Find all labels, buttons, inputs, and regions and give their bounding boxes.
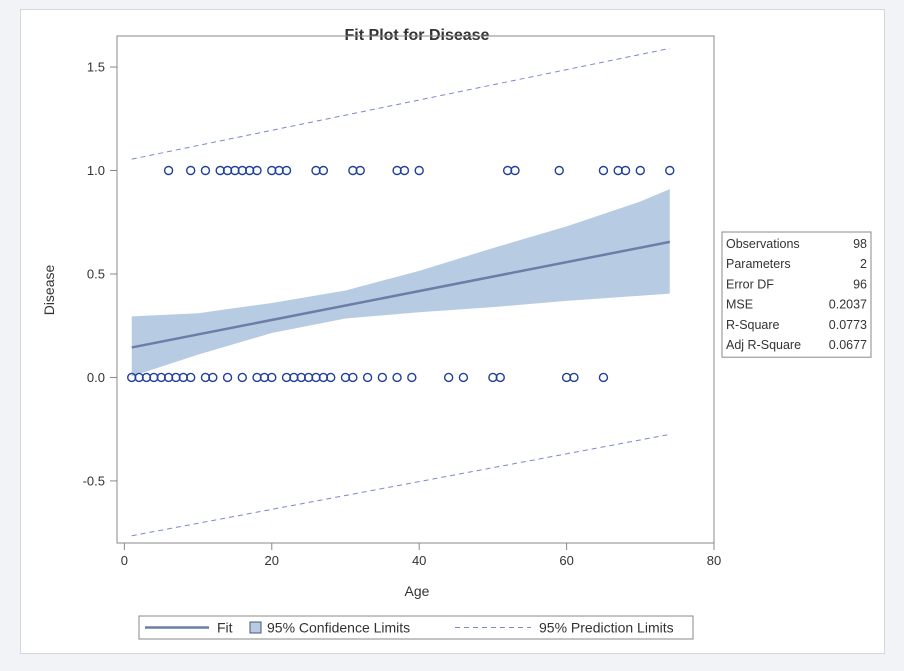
data-point [399,165,410,176]
data-point [620,165,631,176]
data-point [326,372,336,383]
fit-stat-value: 0.0773 [829,318,867,332]
data-point [237,372,247,383]
legend-fit-label: Fit [217,620,233,636]
x-tick-label: 0 [121,553,128,568]
legend-confidence-swatch [249,621,262,634]
x-axis-label: Age [405,583,430,599]
y-tick-label: 0.5 [87,266,105,281]
data-point [392,372,402,383]
y-tick-label: 1.5 [87,60,105,75]
x-tick-label: 60 [559,553,573,568]
data-point [267,372,277,383]
data-point [222,372,233,383]
data-point [186,372,196,383]
data-point [355,165,365,176]
data-point [252,165,262,176]
y-tick-label: 0.0 [87,370,105,385]
data-point [495,372,505,383]
observation-points [127,165,675,383]
data-point [362,372,373,383]
fit-stat-label: Parameters [726,257,791,271]
data-point [318,165,329,176]
fit-statistics-box [721,231,872,358]
fit-stat-label: Observations [726,237,800,251]
prediction-limit-upper [131,47,670,160]
legend: Fit 95% Confidence Limits 95% Prediction L… [138,615,694,640]
data-point [377,372,388,383]
fit-stat-label: Error DF [726,277,774,291]
y-axis-label: Disease [41,265,57,316]
fit-stat-value: 0.0677 [829,338,867,352]
fit-stat-value: 96 [853,277,867,291]
fit-stat-label: R-Square [726,318,780,332]
data-point [598,165,609,176]
legend-confidence-label: 95% Confidence Limits [267,620,410,636]
fit-stat-label: MSE [726,298,753,312]
data-point [510,165,520,176]
x-tick-label: 40 [412,553,426,568]
fit-stat-label: Adj R-Square [726,338,801,352]
data-point [635,165,645,176]
fit-stat-value: 0.2037 [829,298,867,312]
data-point [163,165,174,176]
plot-frame: Fit Plot for Disease 0 20 40 60 80 -0.5 0.0 0.5… [20,9,885,654]
x-tick-label: 20 [265,553,279,568]
data-point [186,165,196,176]
data-point [458,372,469,383]
axes: 0 20 40 60 80 -0.5 0.0 0.5 1.0 1.5 [83,60,722,568]
data-point [208,372,218,383]
fit-statistics-table: Observations 98 Parameters 2 Error DF 96 MSE 0.… [721,231,872,358]
data-point [569,372,579,383]
data-point [554,165,564,176]
y-tick-label: -0.5 [83,473,105,488]
data-point [665,165,675,176]
fit-stat-value: 2 [860,257,867,271]
y-tick-label: 1.0 [87,163,105,178]
legend-prediction-label: 95% Prediction Limits [539,620,674,636]
prediction-limit-lower [131,433,670,537]
data-point [407,372,417,383]
data-point [598,372,609,383]
x-tick-label: 80 [707,553,721,568]
data-point [348,372,358,383]
confidence-band-layer [131,189,670,377]
legend-box [138,615,694,640]
confidence-band [131,189,670,377]
data-point [414,165,424,176]
fit-stat-value: 98 [853,237,867,251]
data-point [200,165,211,176]
fit-line-layer [131,240,671,349]
prediction-limits-layer [131,47,670,537]
fit-plot-chart: Fit Plot for Disease 0 20 40 60 80-0.50.00.5… [41,27,872,640]
data-point [443,372,454,383]
plot-area-border [116,35,715,544]
fit-line [131,240,671,349]
data-point [281,165,292,176]
